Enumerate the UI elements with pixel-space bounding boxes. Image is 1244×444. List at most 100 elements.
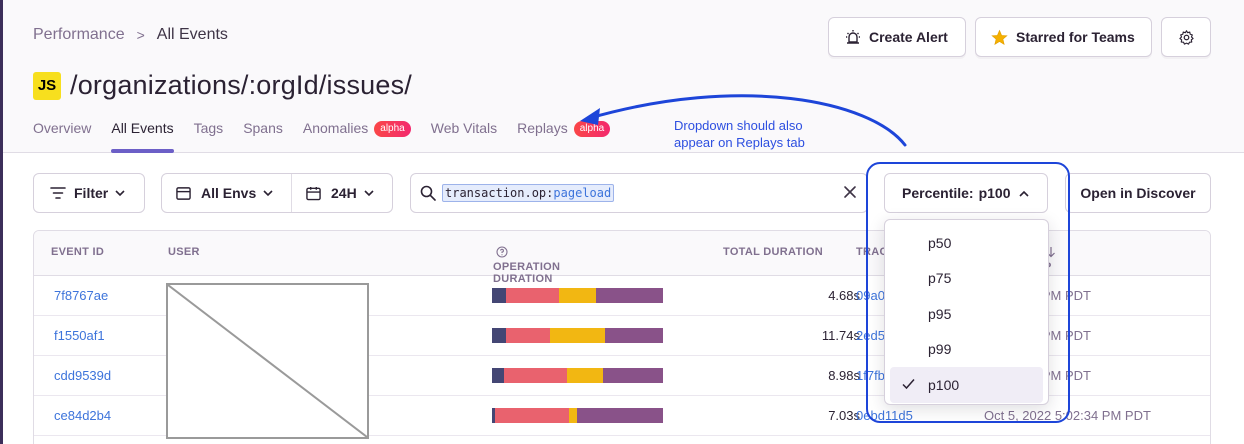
- duration-segment: [492, 328, 506, 343]
- chevron-down-icon: [115, 189, 125, 196]
- duration-segment: [604, 328, 663, 343]
- duration-segment: [505, 328, 551, 343]
- duration-segment: [550, 328, 605, 343]
- window-icon: [176, 186, 191, 200]
- check-icon: [902, 379, 915, 390]
- alpha-badge: alpha: [573, 121, 611, 137]
- total-duration: 4.68s: [828, 288, 860, 303]
- col-event-id[interactable]: EVENT ID: [51, 246, 105, 258]
- duration-segment: [492, 408, 496, 423]
- timestamp: Oct 5, 2022 5:02:34 PM PDT: [984, 408, 1151, 423]
- operation-duration-bar: [492, 408, 663, 423]
- col-total-duration[interactable]: TOTAL DURATION: [723, 246, 823, 258]
- breadcrumb-current: All Events: [156, 26, 228, 43]
- alpha-badge: alpha: [374, 121, 411, 137]
- star-icon: [991, 29, 1008, 45]
- clear-search-icon[interactable]: [843, 185, 857, 199]
- env-period-selector: All Envs 24H: [161, 173, 393, 213]
- search-icon: [420, 185, 436, 201]
- filter-label: Filter: [74, 185, 109, 201]
- percentile-option-p95[interactable]: p95: [928, 305, 952, 322]
- annotation-arrow-icon: [580, 94, 907, 147]
- user-avatar-placeholder: [166, 283, 369, 439]
- create-alert-label: Create Alert: [869, 29, 948, 45]
- percentile-option-p100[interactable]: p100: [890, 367, 1043, 403]
- page-title: /organizations/:orgId/issues/: [70, 70, 412, 100]
- period-selector[interactable]: 24H: [292, 174, 374, 212]
- tab-replays[interactable]: Replays alpha: [517, 120, 611, 153]
- calendar-icon: [306, 186, 321, 200]
- tab-all-events[interactable]: All Events: [111, 120, 174, 153]
- duration-segment: [568, 408, 578, 423]
- percentile-option-p50[interactable]: p50: [928, 234, 952, 251]
- duration-segment: [503, 368, 568, 383]
- open-in-discover-button[interactable]: Open in Discover: [1065, 173, 1211, 213]
- env-selector[interactable]: All Envs: [162, 174, 292, 212]
- col-user[interactable]: USER: [168, 246, 200, 258]
- total-duration: 7.03s: [828, 408, 860, 423]
- js-platform-icon: JS: [33, 71, 61, 100]
- table-row: ce84d2b4 7.03s 0ebd11d5 Oct 5, 2022 5:02:34…: [34, 396, 1210, 436]
- duration-segment: [492, 288, 506, 303]
- event-id-link[interactable]: ce84d2b4: [54, 408, 112, 423]
- breadcrumb-performance[interactable]: Performance: [33, 26, 125, 43]
- total-duration: 8.98s: [828, 368, 860, 383]
- col-trace-id[interactable]: TRAC: [856, 246, 888, 258]
- chevron-up-icon: [1018, 190, 1029, 197]
- annotation-note: Dropdown should also appear on Replays t…: [674, 118, 805, 150]
- window-edge: [0, 0, 3, 444]
- duration-segment: [505, 288, 559, 303]
- duration-segment: [603, 368, 663, 383]
- image-placeholder-icon: [167, 284, 368, 438]
- period-label: 24H: [331, 185, 357, 201]
- duration-segment: [577, 408, 663, 423]
- trace-id-link[interactable]: 0ebd11d5: [856, 408, 913, 423]
- tab-web-vitals[interactable]: Web Vitals: [430, 120, 498, 136]
- duration-segment: [567, 368, 604, 383]
- percentile-option-p99[interactable]: p99: [928, 341, 952, 358]
- env-label: All Envs: [201, 185, 257, 201]
- filter-icon: [50, 187, 66, 199]
- search-token[interactable]: transaction.op:pageload: [442, 184, 615, 202]
- tab-tags[interactable]: Tags: [193, 120, 224, 136]
- percentile-dropdown-button[interactable]: Percentile: p100: [884, 173, 1048, 213]
- gear-icon: [1178, 29, 1194, 45]
- filter-button[interactable]: Filter: [33, 173, 145, 213]
- starred-label: Starred for Teams: [1016, 29, 1135, 45]
- tab-bar: Overview All Events Tags Spans Anomalies…: [33, 120, 630, 153]
- page-header: Performance > All Events JS /organizatio…: [0, 0, 1244, 153]
- settings-button[interactable]: [1161, 17, 1211, 57]
- col-operation-duration[interactable]: OPERATION DURATION: [493, 246, 560, 285]
- operation-duration-bar: [492, 368, 663, 383]
- starred-for-teams-button[interactable]: Starred for Teams: [975, 17, 1152, 57]
- trace-id-link[interactable]: 2ed5: [856, 328, 885, 343]
- tab-spans[interactable]: Spans: [243, 120, 283, 136]
- siren-icon: [846, 30, 860, 44]
- search-input[interactable]: transaction.op:pageload: [410, 173, 868, 213]
- trace-id-link[interactable]: 1f7fb: [856, 368, 885, 383]
- duration-segment: [492, 368, 504, 383]
- duration-segment: [558, 288, 597, 303]
- breadcrumb: Performance > All Events: [33, 26, 228, 44]
- info-icon: [496, 246, 508, 258]
- create-alert-button[interactable]: Create Alert: [828, 17, 966, 57]
- chevron-down-icon: [263, 189, 273, 196]
- operation-duration-bar: [492, 328, 663, 343]
- percentile-option-p75[interactable]: p75: [928, 270, 952, 287]
- percentile-value: p100: [978, 185, 1011, 201]
- trace-id-link[interactable]: 09a0: [856, 288, 885, 303]
- total-duration: 11.74s: [821, 328, 860, 343]
- title-row: JS /organizations/:orgId/issues/: [33, 70, 412, 101]
- tab-overview[interactable]: Overview: [33, 120, 92, 136]
- event-id-link[interactable]: cdd9539d: [54, 368, 112, 383]
- percentile-label: Percentile:: [902, 185, 974, 201]
- chevron-down-icon: [364, 189, 374, 196]
- event-id-link[interactable]: f1550af1: [54, 328, 105, 343]
- event-id-link[interactable]: 7f8767ae: [54, 288, 109, 303]
- duration-segment: [495, 408, 569, 423]
- duration-segment: [596, 288, 663, 303]
- percentile-menu: p50 p75 p95 p99 p100: [884, 219, 1049, 405]
- tab-anomalies[interactable]: Anomalies alpha: [303, 120, 411, 153]
- breadcrumb-separator: >: [136, 27, 145, 43]
- operation-duration-bar: [492, 288, 663, 303]
